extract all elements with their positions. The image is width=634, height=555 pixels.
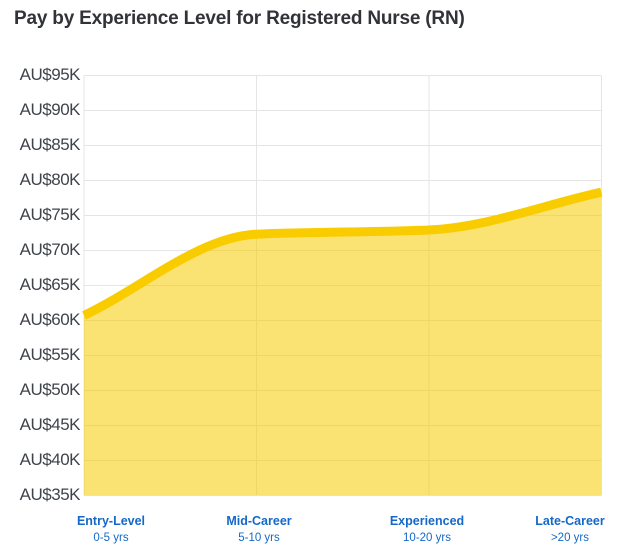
x-axis-category-sublabel: 0-5 yrs — [93, 532, 129, 544]
y-axis-tick-label: AU$55K — [19, 345, 81, 365]
x-axis-category-0: Entry-Level 0-5 yrs — [36, 513, 186, 547]
y-axis-tick-label: AU$45K — [19, 415, 81, 435]
x-axis-category-sublabel: 10-20 yrs — [403, 532, 451, 544]
pay-area-fill — [84, 192, 602, 496]
x-axis-category-2: Experienced 10-20 yrs — [352, 513, 502, 547]
y-axis-tick-label: AU$85K — [19, 135, 81, 155]
y-axis-tick-label: AU$35K — [19, 485, 81, 505]
x-axis-category-sublabel: >20 yrs — [550, 532, 590, 544]
x-axis-category-label: Entry-Level — [76, 514, 146, 528]
pay-line — [82, 187, 603, 320]
y-axis-tick-label: AU$40K — [19, 450, 81, 470]
y-axis-tick-label: AU$50K — [19, 380, 81, 400]
x-axis-category-sublabel: 5-10 yrs — [238, 532, 280, 544]
x-axis-category-1: Mid-Career 5-10 yrs — [184, 513, 334, 547]
chart-title: Pay by Experience Level for Registered N… — [14, 8, 465, 29]
y-axis-tick-label: AU$90K — [19, 100, 81, 120]
x-axis-category-label: Late-Career — [535, 514, 605, 528]
x-axis-category-label: Mid-Career — [226, 514, 292, 528]
y-axis-tick-label: AU$65K — [19, 275, 81, 295]
y-axis-tick-label: AU$60K — [19, 310, 81, 330]
y-axis-tick-label: AU$80K — [19, 170, 81, 190]
y-axis-tick-label: AU$95K — [19, 65, 81, 85]
y-axis-tick-label: AU$75K — [19, 205, 81, 225]
x-axis-category-label: Experienced — [389, 514, 465, 528]
y-axis-tick-label: AU$70K — [19, 240, 81, 260]
x-axis-category-3: Late-Career >20 yrs — [495, 513, 634, 547]
